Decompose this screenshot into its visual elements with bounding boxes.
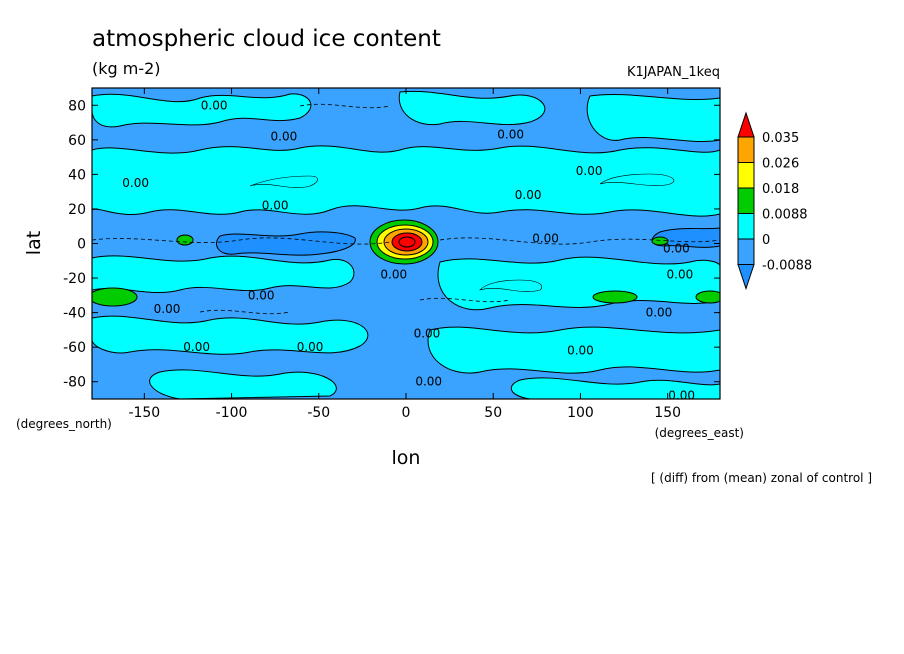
- x-axis: -150 -100 -50 0 50 100 150: [128, 88, 681, 421]
- x-unit-label: (degrees_east): [655, 426, 744, 440]
- contour-label: 0.00: [248, 288, 275, 302]
- positive-region: [92, 315, 369, 355]
- colorbar-label: 0.018: [762, 182, 799, 197]
- positive-region: [427, 326, 720, 374]
- colorbar-band: [737, 187, 755, 214]
- chart-title: atmospheric cloud ice content: [92, 26, 441, 52]
- dashed-contour: [92, 237, 391, 245]
- colorbar-band: [737, 162, 755, 189]
- thin-contour: [599, 173, 675, 187]
- contour-label: 0.00: [515, 188, 542, 202]
- y-axis: -80 -60 -40 -20 0 20 40 60 80: [63, 98, 720, 391]
- central-maximum: [369, 219, 439, 265]
- x-tick-label: 150: [654, 405, 681, 421]
- dashed-contour: [299, 103, 391, 109]
- contour-label: 0.00: [297, 340, 324, 354]
- colorbar-label: 0.026: [762, 157, 799, 172]
- chart-units: (kg m-2): [92, 59, 161, 78]
- southern-positive-west: [92, 287, 138, 307]
- contour-label: 0.00: [201, 98, 228, 112]
- contour-label: 0.00: [415, 375, 442, 389]
- positive-region: [398, 90, 546, 126]
- contour-label: 0.00: [567, 344, 594, 358]
- contour-label: 0.00: [122, 176, 149, 190]
- contour-label: 0.00: [532, 231, 559, 245]
- y-tick-label: -20: [63, 271, 86, 287]
- southern-positive-east: [592, 290, 638, 304]
- y-tick-label: -60: [63, 340, 86, 356]
- positive-region: [92, 255, 355, 293]
- contour-label: 0.00: [271, 129, 298, 143]
- colorbar-arrow-max: [737, 111, 755, 138]
- x-tick-label: -100: [216, 405, 248, 421]
- contour-label: 0.00: [380, 268, 407, 282]
- y-tick-label: 60: [68, 133, 86, 149]
- footnote: [ (diff) from (mean) zonal of control ]: [651, 471, 872, 485]
- dashed-contour: [439, 237, 720, 245]
- colorbar-label: -0.0088: [762, 259, 812, 274]
- equatorial-positive-east: [651, 236, 669, 246]
- colorbar-label: 0.035: [762, 131, 799, 146]
- equatorial-positive-west: [176, 234, 194, 246]
- x-tick-label: 50: [484, 405, 502, 421]
- colorbar: 0.035 0.026 0.018 0.0088 0 -0.0088: [737, 111, 812, 291]
- positive-region: [149, 369, 337, 399]
- contour-label: 0.00: [646, 306, 673, 320]
- x-tick-label: -150: [128, 405, 160, 421]
- positive-region: [586, 93, 720, 143]
- contour-label: 0.00: [183, 340, 210, 354]
- y-tick-label: 20: [68, 202, 86, 218]
- contour-label: 0.00: [668, 389, 695, 403]
- contour-label: 0.00: [414, 326, 441, 340]
- contour-label: 0.00: [154, 302, 181, 316]
- colorbar-band: [737, 136, 755, 163]
- x-tick-label: 0: [402, 405, 411, 421]
- y-tick-label: -80: [63, 375, 86, 391]
- x-tick-label: 100: [567, 405, 594, 421]
- thin-contour: [249, 175, 318, 189]
- thin-contour: [479, 279, 543, 293]
- negative-band-west: [216, 231, 356, 256]
- y-tick-label: 0: [77, 237, 86, 253]
- y-tick-label: 40: [68, 167, 86, 183]
- colorbar-arrow-min: [737, 264, 755, 291]
- y-unit-label: (degrees_north): [16, 417, 112, 431]
- contour-label: 0.00: [663, 242, 690, 256]
- positive-region: [92, 145, 720, 217]
- contour-label: 0.00: [576, 164, 603, 178]
- y-tick-label: 80: [68, 98, 86, 114]
- colorbar-band: [737, 238, 755, 265]
- contour-label: 0.00: [262, 198, 289, 212]
- colorbar-label: 0: [762, 233, 770, 248]
- colorbar-label: 0.0088: [762, 208, 808, 223]
- contour-label: 0.00: [667, 268, 694, 282]
- plot-area: 0.00 0.00 0.00 0.00 0.00 0.00 0.00 0.00 0.00 0.00…: [91, 87, 721, 403]
- dashed-contour: [419, 297, 511, 303]
- dashed-contour: [199, 309, 291, 315]
- southern-positive-east2: [695, 290, 720, 304]
- contour-label: 0.00: [497, 128, 524, 142]
- run-label: K1JAPAN_1keq: [627, 65, 720, 80]
- positive-region: [437, 256, 720, 311]
- y-tick-label: -40: [63, 306, 86, 322]
- positive-region: [92, 93, 312, 128]
- x-axis-label: lon: [392, 447, 421, 469]
- colorbar-band: [737, 213, 755, 240]
- y-axis-label: lat: [23, 231, 45, 255]
- x-tick-label: -50: [307, 405, 330, 421]
